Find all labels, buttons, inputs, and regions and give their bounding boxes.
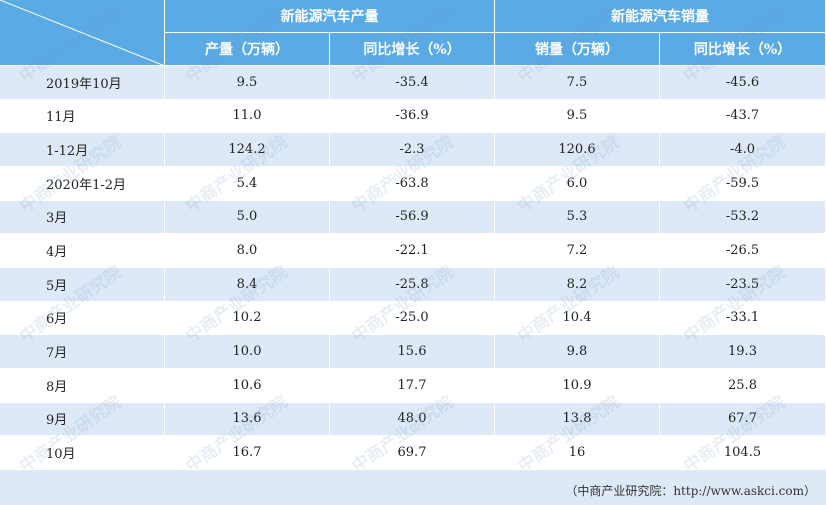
table-cell: 104.5: [660, 436, 826, 470]
row-label: 1-12月: [0, 133, 165, 167]
column-header: 同比增长（%）: [330, 33, 495, 66]
table-cell: 7.5: [495, 66, 660, 100]
table-cell: 48.0: [330, 402, 495, 437]
table-cell: 25.8: [660, 369, 826, 403]
table-cell: 10.6: [165, 369, 330, 403]
table-cell: 10.2: [165, 301, 330, 336]
table-cell: 67.7: [660, 402, 826, 437]
table-cell: -36.9: [330, 99, 495, 134]
row-label: 3月: [0, 200, 165, 235]
table-cell: -25.0: [330, 301, 495, 336]
table-cell: 6.0: [495, 167, 660, 201]
row-label: 11月: [0, 99, 165, 134]
table-cell: 13.6: [165, 402, 330, 437]
table-cell: 9.5: [495, 99, 660, 134]
table-cell: -35.4: [330, 66, 495, 100]
row-label: 2020年1-2月: [0, 167, 165, 201]
table-cell: -23.5: [660, 268, 826, 302]
table-cell: 9.8: [495, 335, 660, 369]
row-label: 6月: [0, 301, 165, 336]
table-cell: 19.3: [660, 335, 826, 369]
row-label: 8月: [0, 369, 165, 403]
table-cell: -25.8: [330, 268, 495, 302]
table-cell: 10.4: [495, 301, 660, 336]
table-cell: 5.3: [495, 200, 660, 235]
table-cell: 16.7: [165, 436, 330, 470]
table-cell: 124.2: [165, 133, 330, 167]
table-cell: 10.0: [165, 335, 330, 369]
row-label: 2019年10月: [0, 66, 165, 100]
source-note: （中商产业研究院：http://www.askci.com）: [565, 484, 816, 498]
row-label: 4月: [0, 234, 165, 268]
table-cell: -4.0: [660, 133, 826, 167]
table-cell: -45.6: [660, 66, 826, 100]
table-cell: -43.7: [660, 99, 826, 134]
table-cell: 8.2: [495, 268, 660, 302]
table-cell: -26.5: [660, 234, 826, 268]
footer: （中商产业研究院：http://www.askci.com）: [0, 470, 826, 505]
group-header: 新能源汽车产量: [165, 0, 495, 33]
row-label: 5月: [0, 268, 165, 302]
table-cell: 11.0: [165, 99, 330, 134]
table-cell: 17.7: [330, 369, 495, 403]
table-cell: 15.6: [330, 335, 495, 369]
table-cell: 7.2: [495, 234, 660, 268]
table-cell: 8.4: [165, 268, 330, 302]
table-cell: 13.8: [495, 402, 660, 437]
table-cell: -33.1: [660, 301, 826, 336]
table-cell: 9.5: [165, 66, 330, 100]
table-cell: -22.1: [330, 234, 495, 268]
column-header: 产量（万辆）: [165, 33, 330, 66]
table-cell: -63.8: [330, 167, 495, 201]
group-header: 新能源汽车销量: [495, 0, 826, 33]
table-cell: -2.3: [330, 133, 495, 167]
row-label: 7月: [0, 335, 165, 369]
table-cell: 5.0: [165, 200, 330, 235]
corner-diagonal: [0, 0, 165, 66]
table-cell: 120.6: [495, 133, 660, 167]
table-cell: -56.9: [330, 200, 495, 235]
corner-cell: [0, 0, 165, 66]
table-cell: 16: [495, 436, 660, 470]
table-cell: -59.5: [660, 167, 826, 201]
table-cell: -53.2: [660, 200, 826, 235]
table-cell: 10.9: [495, 369, 660, 403]
table-cell: 5.4: [165, 167, 330, 201]
column-header: 销量（万辆）: [495, 33, 660, 66]
row-label: 10月: [0, 436, 165, 470]
table-cell: 8.0: [165, 234, 330, 268]
column-header: 同比增长（%）: [660, 33, 826, 66]
table-cell: 69.7: [330, 436, 495, 470]
row-label: 9月: [0, 402, 165, 437]
